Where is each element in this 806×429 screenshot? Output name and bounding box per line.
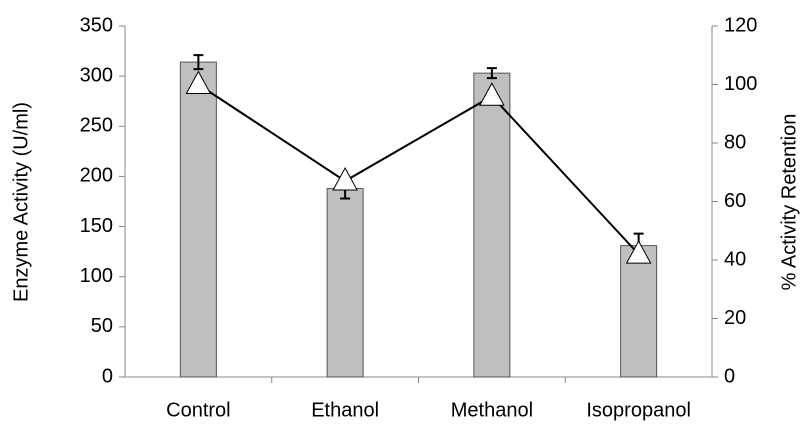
- error-bar: [486, 67, 497, 80]
- y2-tick-label: 40: [724, 248, 746, 270]
- y2-tick-label: 60: [724, 190, 746, 212]
- bar: [620, 245, 658, 378]
- bar: [326, 187, 364, 378]
- bar: [179, 61, 217, 378]
- marker: [332, 166, 358, 191]
- y2-tick-label: 20: [724, 307, 746, 329]
- y-tick-label: 100: [80, 265, 113, 287]
- x-tick-label: Methanol: [451, 399, 533, 421]
- y2-tick-label: 0: [724, 365, 735, 387]
- y-tick-label: 350: [80, 14, 113, 36]
- error-bar: [193, 54, 204, 71]
- marker: [479, 82, 505, 106]
- y2-axis-label: % Activity Retention: [778, 114, 800, 291]
- y2-tick-label: 100: [724, 73, 757, 95]
- marker: [185, 70, 212, 94]
- marker: [625, 240, 652, 264]
- y-tick-label: 250: [80, 115, 113, 137]
- y2-tick-label: 120: [724, 14, 757, 36]
- y-tick-label: 0: [102, 365, 113, 387]
- x-tick-label: Ethanol: [311, 399, 379, 421]
- y-tick-label: 300: [80, 64, 113, 86]
- y-tick-label: 50: [91, 315, 113, 337]
- x-tick-label: Control: [166, 399, 230, 421]
- bar: [473, 72, 511, 378]
- x-tick-label: Isopropanol: [586, 399, 691, 421]
- y-tick-label: 150: [80, 215, 113, 237]
- line: [197, 83, 640, 255]
- y-tick-label: 200: [80, 165, 113, 187]
- y2-tick-label: 80: [724, 131, 746, 153]
- y-axis-label: Enzyme Activity (U/ml): [10, 102, 32, 302]
